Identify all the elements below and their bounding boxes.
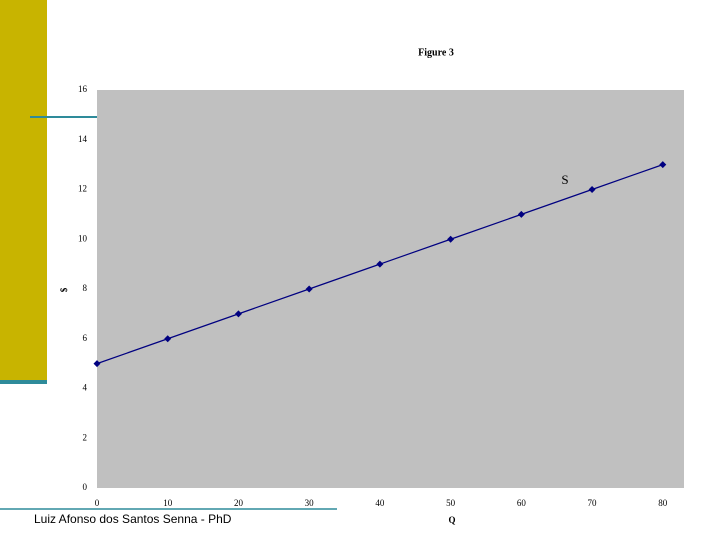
y-tick-label: 12 xyxy=(78,184,87,194)
x-tick-label: 60 xyxy=(517,498,527,508)
data-point xyxy=(447,235,455,243)
y-tick-label: 10 xyxy=(78,233,88,243)
y-tick-label: 0 xyxy=(83,482,88,492)
x-tick-label: 30 xyxy=(305,498,315,508)
y-tick-label: 16 xyxy=(78,84,88,94)
y-axis-label: $ xyxy=(59,287,69,292)
x-tick-label: 0 xyxy=(95,498,100,508)
x-tick-label: 20 xyxy=(234,498,244,508)
x-tick-label: 70 xyxy=(588,498,598,508)
side-bar-edge xyxy=(0,380,47,384)
y-tick-label: 6 xyxy=(83,333,88,343)
data-point xyxy=(93,360,101,368)
x-axis-label: Q xyxy=(448,515,455,525)
y-tick-label: 8 xyxy=(83,283,88,293)
data-point xyxy=(305,285,313,293)
data-point xyxy=(659,161,667,169)
series-annotation: S xyxy=(561,172,568,187)
y-tick-label: 14 xyxy=(78,134,88,144)
x-tick-label: 10 xyxy=(163,498,173,508)
chart-title: Figure 3 xyxy=(418,47,454,58)
y-tick-label: 2 xyxy=(83,432,88,442)
data-point xyxy=(164,335,172,343)
x-tick-label: 80 xyxy=(658,498,668,508)
data-point xyxy=(234,310,242,318)
y-tick-label: 4 xyxy=(83,383,88,393)
x-tick-label: 50 xyxy=(446,498,456,508)
side-bar xyxy=(0,0,47,383)
x-tick-label: 40 xyxy=(375,498,385,508)
data-point xyxy=(517,210,525,218)
footer: Luiz Afonso dos Santos Senna - PhD xyxy=(34,512,232,526)
data-point xyxy=(376,260,384,268)
data-point xyxy=(588,186,596,193)
plot-area xyxy=(97,90,684,488)
